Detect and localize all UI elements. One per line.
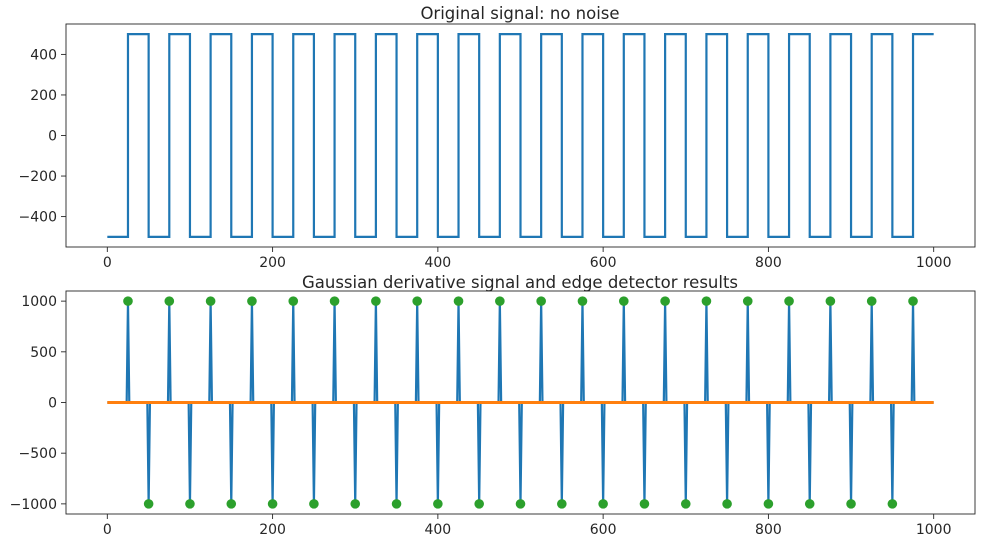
edge-marker-low: [639, 499, 650, 509]
edge-marker-high: [701, 296, 712, 306]
edge-marker-high: [577, 296, 588, 306]
top-panel: Original signal: no noise 0 200 400 600 800 1…: [19, 4, 976, 271]
edge-marker-high: [371, 296, 381, 306]
bottom-xtick-label: 400: [424, 522, 451, 538]
edge-marker-low: [185, 499, 195, 509]
bottom-xtick-label: 200: [259, 522, 286, 538]
edge-marker-high: [660, 296, 670, 306]
top-xtick-label: 200: [259, 255, 286, 271]
bottom-ytick-label: −1000: [10, 497, 57, 513]
edge-marker-low: [887, 499, 898, 509]
top-ytick-label: 200: [30, 88, 57, 104]
top-xtick-label: 800: [755, 255, 782, 271]
edge-marker-low: [433, 499, 443, 509]
edge-marker-high: [205, 296, 216, 306]
edge-marker-low: [557, 499, 567, 509]
top-plot-area: 0 200 400 600 800 1000 −400 −200 0 200 400: [19, 33, 952, 271]
edge-marker-low: [391, 499, 402, 509]
edge-marker-low: [143, 499, 154, 509]
edge-marker-high: [618, 296, 629, 306]
edge-marker-high: [866, 296, 877, 306]
edge-marker-high: [742, 296, 753, 306]
bottom-plot-area: 0 200 400 600 800 1000 −1000 −500 0 500 1000: [10, 294, 952, 538]
bottom-panel-title: Gaussian derivative signal and edge dete…: [302, 273, 738, 292]
bottom-xtick-label: 800: [755, 522, 782, 538]
bottom-panel: Gaussian derivative signal and edge dete…: [10, 273, 976, 538]
edge-marker-low: [309, 499, 319, 509]
edge-marker-low: [763, 499, 774, 509]
edge-marker-low: [474, 499, 484, 509]
edge-marker-high: [247, 296, 257, 306]
edge-marker-low: [515, 499, 526, 509]
edge-marker-high: [453, 296, 464, 306]
top-xtick-label: 400: [424, 255, 451, 271]
bottom-xtick-label: 1000: [916, 522, 952, 538]
edge-marker-high: [329, 296, 340, 306]
top-ytick-label: 0: [48, 129, 57, 145]
top-xtick-label: 0: [103, 255, 112, 271]
bottom-axes-frame: [65, 290, 976, 515]
edge-marker-low: [598, 499, 608, 509]
top-axes-frame: [65, 23, 976, 248]
bottom-ytick-label: −500: [19, 446, 57, 462]
edge-marker-low: [350, 499, 361, 509]
bottom-xtick-label: 0: [103, 522, 112, 538]
edge-marker-low: [804, 499, 815, 509]
edge-marker-high: [412, 296, 423, 306]
edge-marker-low: [226, 499, 237, 509]
bottom-ytick-label: 0: [48, 396, 57, 412]
top-panel-title: Original signal: no noise: [420, 4, 619, 23]
edge-marker-low: [680, 499, 691, 509]
square-wave-series: [107, 33, 934, 238]
edge-marker-high: [495, 296, 505, 306]
edge-marker-high: [908, 296, 918, 306]
top-ytick-label: 400: [30, 47, 57, 63]
edge-marker-high: [288, 296, 299, 306]
top-xtick-label: 600: [590, 255, 617, 271]
edge-marker-high: [825, 296, 836, 306]
edge-marker-high: [784, 296, 794, 306]
edge-marker-high: [536, 296, 546, 306]
edge-marker-low: [846, 499, 856, 509]
top-ytick-label: −400: [19, 210, 57, 226]
edge-marker-high: [164, 296, 175, 306]
edge-marker-low: [267, 499, 278, 509]
edge-marker-low: [722, 499, 732, 509]
edge-marker-high: [123, 296, 133, 306]
bottom-ytick-label: 1000: [21, 294, 57, 310]
bottom-ytick-label: 500: [30, 345, 57, 361]
top-xtick-label: 1000: [916, 255, 952, 271]
bottom-xtick-label: 600: [590, 522, 617, 538]
top-ytick-label: −200: [19, 169, 57, 185]
